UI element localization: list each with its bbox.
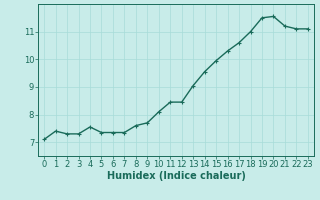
X-axis label: Humidex (Indice chaleur): Humidex (Indice chaleur) bbox=[107, 171, 245, 181]
